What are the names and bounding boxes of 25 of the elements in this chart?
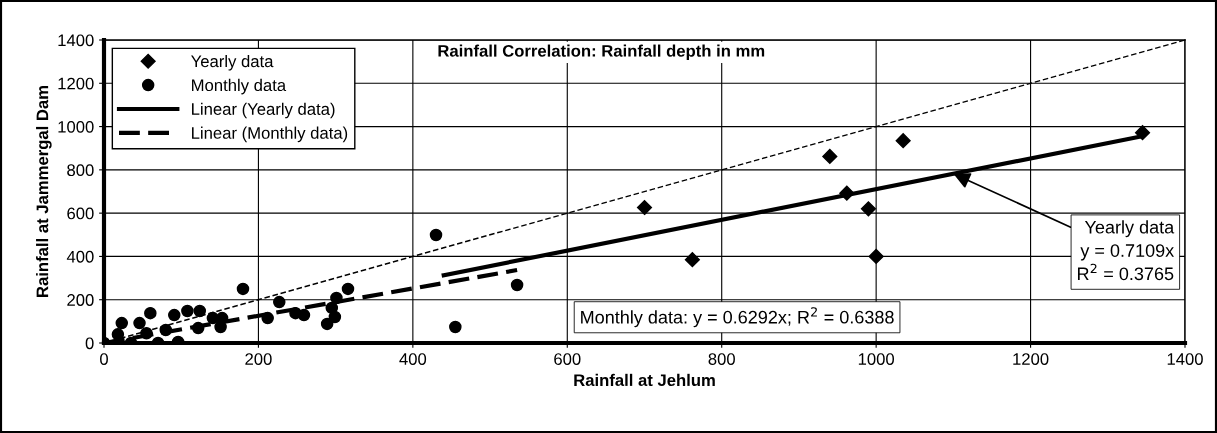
x-tick-label: 800 xyxy=(708,353,735,365)
x-axis-title: Rainfall at Jehlum xyxy=(574,373,715,387)
x-tick-label: 0 xyxy=(100,353,108,365)
y-tick-label: 200 xyxy=(67,294,94,306)
x-tick-label: 600 xyxy=(554,353,581,365)
x-tick-label: 1400 xyxy=(1167,353,1203,365)
annotation: Yearly data y = 0.7109x R$^{2}$ = 0.3765 xyxy=(1077,220,1175,281)
y-tick-label: 1000 xyxy=(58,120,94,133)
y-axis-title: Rainfall at Jammergal Dam xyxy=(36,86,52,297)
x-tick-label: 200 xyxy=(245,353,272,365)
y-tick-label: 1200 xyxy=(58,77,94,90)
x-tick-label: 400 xyxy=(399,353,427,365)
y-tick-label: 0 xyxy=(85,337,94,350)
legend-label: Linear (Yearly data) xyxy=(192,102,335,119)
annotation: Monthly data: y = 0.6292x; R$^{2}$ = 0.6388 xyxy=(581,307,894,328)
y-tick-label: 600 xyxy=(67,207,94,220)
y-tick-label: 800 xyxy=(67,164,94,177)
chart-title: Rainfall Correlation: Rainfall depth in mm xyxy=(438,44,765,61)
y-tick-label: 400 xyxy=(66,250,94,263)
legend-label: Yearly data xyxy=(191,55,274,71)
y-tick-label: 1400 xyxy=(58,34,94,47)
x-tick-label: 1200 xyxy=(1013,353,1049,365)
legend-label: Monthly data xyxy=(192,78,287,95)
legend-label: Linear (Monthly data) xyxy=(192,126,348,143)
x-tick-label: 1000 xyxy=(858,353,895,365)
